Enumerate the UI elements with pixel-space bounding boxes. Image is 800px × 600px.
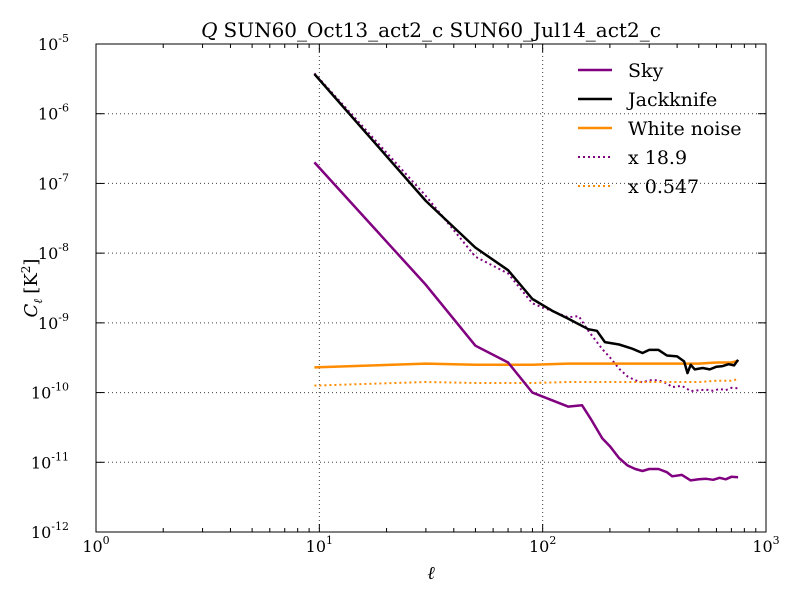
y-tick-exp: -10 bbox=[51, 381, 69, 394]
y-tick-exp: -6 bbox=[58, 102, 69, 115]
series-line-white-noise bbox=[314, 359, 739, 369]
legend-label: Sky bbox=[628, 60, 664, 82]
y-tick-label: 10-9 bbox=[38, 311, 69, 333]
y-tick-base: 10 bbox=[31, 523, 51, 542]
y-tick-exp: -9 bbox=[58, 311, 69, 324]
y-tick-label: 10-8 bbox=[38, 241, 69, 263]
legend-label: Jackknife bbox=[626, 89, 717, 111]
x-tick-base: 10 bbox=[306, 537, 326, 556]
y-label-subscript: ℓ bbox=[31, 299, 45, 304]
x-tick-label: 102 bbox=[529, 534, 556, 556]
y-tick-base: 10 bbox=[38, 174, 58, 193]
x-tick-label: 100 bbox=[82, 534, 109, 556]
y-tick-label: 10-12 bbox=[31, 520, 69, 542]
title-symbol: Q bbox=[201, 18, 217, 42]
legend-label: x 18.9 bbox=[628, 147, 687, 169]
y-axis-label: Cℓ [K2] bbox=[19, 259, 45, 318]
y-tick-exp: -11 bbox=[51, 450, 69, 463]
ticks bbox=[95, 43, 767, 533]
plot-frame bbox=[95, 43, 767, 533]
x-tick-exp: 0 bbox=[103, 534, 110, 547]
y-label-unit-close: ] bbox=[21, 259, 42, 266]
y-tick-label: 10-11 bbox=[31, 450, 69, 472]
y-tick-label: 10-6 bbox=[38, 102, 69, 124]
y-tick-label: 10-5 bbox=[38, 32, 69, 54]
y-tick-exp: -8 bbox=[58, 241, 69, 254]
y-label-symbol: C bbox=[21, 303, 42, 317]
title-text: SUN60_Oct13_act2_c SUN60_Jul14_act2_c bbox=[224, 18, 661, 42]
x-tick-exp: 1 bbox=[326, 534, 333, 547]
legend-label: x 0.547 bbox=[628, 176, 699, 198]
chart-title: Q SUN60_Oct13_act2_c SUN60_Jul14_act2_c bbox=[201, 18, 661, 42]
y-tick-label: 10-7 bbox=[38, 171, 69, 193]
y-tick-exp: -7 bbox=[58, 171, 69, 184]
x-tick-label: 101 bbox=[306, 534, 333, 556]
y-tick-base: 10 bbox=[38, 314, 58, 333]
series-line-x-0-547 bbox=[314, 378, 739, 387]
legend-label: White noise bbox=[628, 118, 742, 140]
x-tick-label: 103 bbox=[752, 534, 779, 556]
y-tick-base: 10 bbox=[38, 105, 58, 124]
legend: Sky Jackknife White noise x 18.9 x 0.547 bbox=[578, 60, 742, 198]
y-label-unit: [K bbox=[21, 273, 42, 294]
x-tick-exp: 2 bbox=[549, 534, 556, 547]
x-tick-base: 10 bbox=[752, 537, 772, 556]
y-tick-base: 10 bbox=[31, 453, 51, 472]
series-line-sky bbox=[313, 161, 739, 482]
x-axis-label: ℓ bbox=[427, 563, 435, 584]
y-tick-exp: -5 bbox=[58, 32, 69, 45]
series-line-jackknife bbox=[313, 73, 740, 375]
y-tick-exp: -12 bbox=[51, 520, 69, 533]
grid bbox=[96, 44, 766, 532]
y-label-unit-exp: 2 bbox=[19, 266, 33, 274]
tick-labels: 100 101 102 10310-1210-1110-1010-910-810-71… bbox=[31, 32, 780, 556]
y-tick-base: 10 bbox=[38, 35, 58, 54]
y-tick-label: 10-10 bbox=[31, 381, 69, 403]
y-tick-base: 10 bbox=[31, 384, 51, 403]
x-tick-base: 10 bbox=[529, 537, 549, 556]
x-tick-exp: 3 bbox=[773, 534, 780, 547]
x-tick-base: 10 bbox=[82, 537, 102, 556]
series-layer bbox=[313, 72, 740, 482]
y-tick-base: 10 bbox=[38, 244, 58, 263]
